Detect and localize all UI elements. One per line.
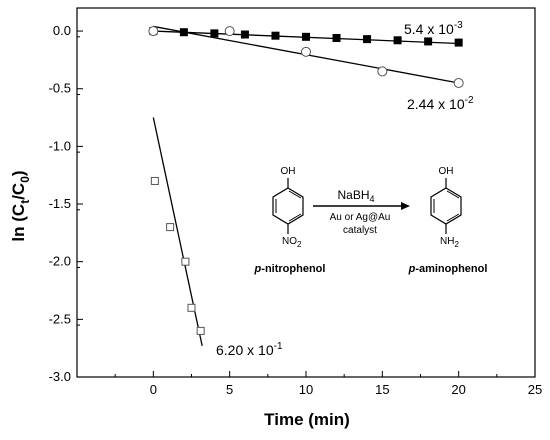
y-tick-label: -2.0 — [49, 254, 71, 269]
nitrophenol-no2: NO2 — [282, 236, 302, 249]
data-point — [454, 38, 463, 47]
axes — [76, 7, 536, 378]
rate-label-series-3: 6.20 x 10-1 — [216, 341, 283, 358]
nitrophenol-structure: OH NO2 — [272, 166, 304, 249]
series-2 — [148, 25, 464, 88]
reaction-arrow-head — [401, 202, 410, 210]
data-point — [363, 35, 372, 44]
series-3 — [150, 117, 205, 347]
data-point — [187, 303, 196, 312]
data-point — [332, 33, 341, 42]
x-tick-label: 5 — [226, 382, 233, 397]
condition-line-1: Au or Ag@Au — [330, 212, 391, 223]
reagent-label: NaBH4 — [337, 188, 374, 204]
reaction-scheme: OH NO2 NaBH4 Au or Ag@Au catalyst OH NH2 — [254, 166, 488, 275]
y-tick-label: -0.5 — [49, 81, 71, 96]
rate-label-series-2: 2.44 x 10-2 — [407, 95, 474, 112]
data-point — [424, 37, 433, 46]
x-axis-title: Time (min) — [264, 410, 350, 429]
x-tick-label: 20 — [451, 382, 465, 397]
aminophenol-nh2: NH2 — [440, 236, 459, 249]
x-tick-label: 25 — [528, 382, 542, 397]
tick-group: 0 5 10 15 20 25 0.0 -0.5 -1.0 -1.5 -2.0 -2.5 -3.0 — [49, 23, 543, 397]
y-tick-label: -1.0 — [49, 138, 71, 153]
data-point — [271, 31, 280, 40]
plot-frame — [76, 7, 536, 378]
nitrophenol-oh: OH — [281, 166, 296, 177]
data-point — [240, 30, 249, 39]
data-point — [302, 32, 310, 41]
aminophenol-structure: OH NH2 — [430, 166, 462, 249]
data-point — [148, 26, 159, 37]
aminophenol-oh: OH — [439, 166, 454, 177]
y-tick-label: -3.0 — [49, 369, 71, 384]
x-tick-label: 10 — [299, 382, 313, 397]
data-point — [181, 257, 190, 266]
data-point — [166, 223, 175, 232]
series-layer — [148, 25, 464, 347]
x-tick-label: 15 — [375, 382, 389, 397]
data-point — [196, 326, 205, 335]
data-point — [210, 29, 219, 38]
data-point — [224, 26, 235, 37]
y-tick-label: -2.5 — [49, 311, 71, 326]
data-point — [150, 176, 159, 185]
data-point — [377, 66, 388, 77]
data-point — [393, 36, 402, 45]
data-point — [301, 46, 311, 57]
y-tick-label: 0.0 — [53, 23, 71, 38]
reactant-name: p-nitrophenol — [254, 263, 326, 275]
condition-line-2: catalyst — [343, 225, 377, 236]
data-point — [453, 77, 464, 88]
y-tick-label: -1.5 — [49, 196, 71, 211]
x-tick-label: 0 — [150, 382, 157, 397]
product-name: p-aminophenol — [408, 263, 488, 275]
rate-label-series-1: 5.4 x 10-3 — [404, 20, 463, 37]
y-axis-title: ln (Ct/C0) — [9, 170, 32, 241]
